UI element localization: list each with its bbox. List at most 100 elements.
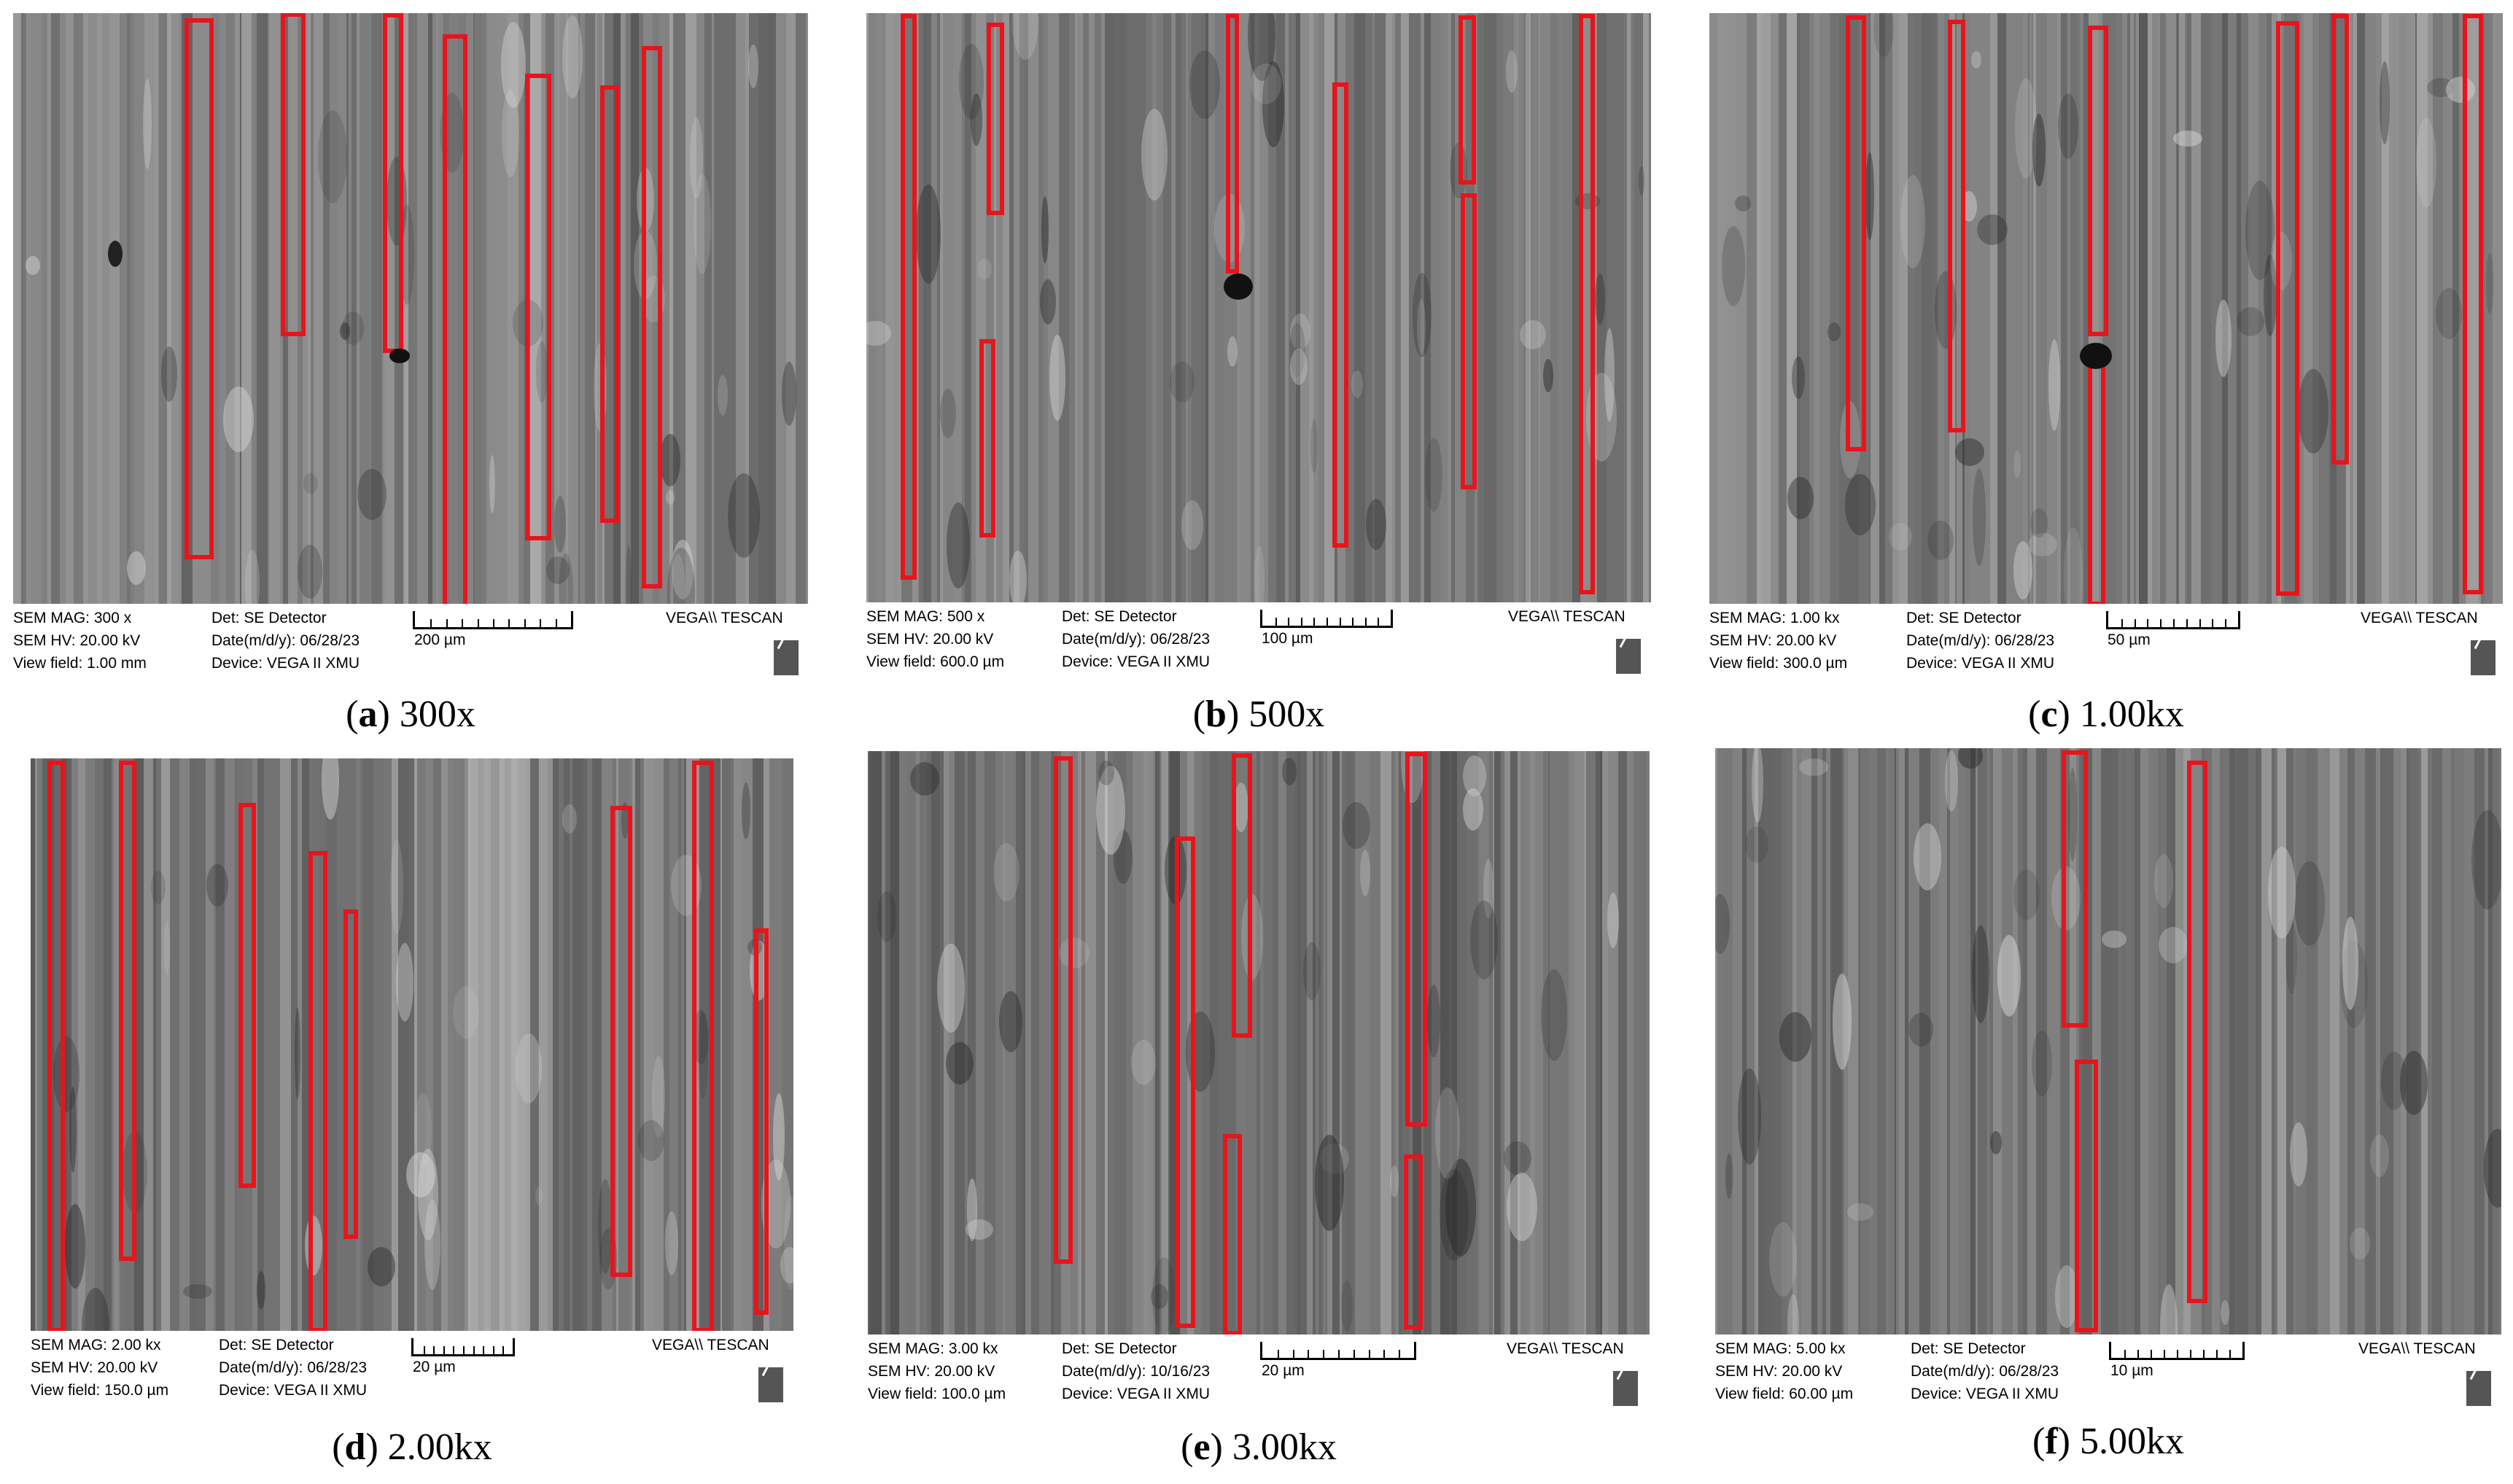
sem-hv: SEM HV: 20.00 kV bbox=[866, 631, 994, 648]
surface-debris bbox=[2381, 1052, 2407, 1110]
surface-streak bbox=[654, 758, 664, 1331]
surface-streak bbox=[1162, 751, 1168, 1335]
surface-debris bbox=[2380, 61, 2390, 144]
surface-streak bbox=[1340, 751, 1342, 1335]
surface-streak bbox=[2452, 13, 2459, 604]
surface-debris bbox=[1604, 328, 1615, 421]
surface-streak bbox=[1289, 13, 1296, 602]
surface-streak bbox=[2433, 13, 2443, 604]
scale-tick bbox=[477, 619, 479, 627]
surface-streak bbox=[2030, 13, 2032, 604]
surface-debris bbox=[694, 174, 711, 274]
surface-streak bbox=[1296, 13, 1300, 602]
surface-streak bbox=[931, 751, 940, 1335]
surface-streak bbox=[51, 13, 60, 604]
surface-debris bbox=[1927, 521, 1954, 560]
surface-streak bbox=[1886, 748, 1889, 1335]
surface-streak bbox=[537, 758, 539, 1331]
surface-streak bbox=[1237, 13, 1238, 602]
surface-streak bbox=[417, 13, 428, 604]
surface-debris bbox=[2215, 300, 2232, 377]
surface-streak bbox=[428, 13, 432, 604]
sem-hv: SEM HV: 20.00 kV bbox=[13, 632, 141, 649]
surface-streak bbox=[2033, 13, 2036, 604]
surface-streak bbox=[1832, 748, 1841, 1335]
surface-streak bbox=[1797, 748, 1801, 1335]
surface-debris bbox=[2342, 917, 2358, 1010]
surface-streak bbox=[211, 13, 219, 604]
surface-debris bbox=[784, 1195, 793, 1290]
surface-streak bbox=[1757, 13, 1762, 604]
surface-streak bbox=[1572, 13, 1580, 602]
surface-streak bbox=[171, 13, 179, 604]
surface-streak bbox=[1208, 13, 1215, 602]
surface-streak bbox=[360, 758, 363, 1331]
annotation-box bbox=[1232, 753, 1252, 1038]
surface-debris bbox=[748, 44, 758, 88]
sem-mag: SEM MAG: 3.00 kx bbox=[868, 1340, 998, 1357]
surface-streak bbox=[778, 758, 782, 1331]
surface-streak bbox=[976, 751, 984, 1335]
surface-streak bbox=[1896, 748, 1899, 1335]
surface-debris bbox=[2221, 1300, 2229, 1325]
surface-streak bbox=[466, 13, 473, 604]
surface-streak bbox=[60, 13, 66, 604]
surface-streak bbox=[1717, 13, 1725, 604]
panel-caption-d: (d) 2.00kx bbox=[332, 1426, 492, 1468]
surface-streak bbox=[1101, 13, 1105, 602]
surface-streak bbox=[2185, 13, 2186, 604]
scale-tick bbox=[1364, 618, 1367, 626]
surface-streak bbox=[2047, 748, 2053, 1335]
surface-streak bbox=[897, 13, 901, 602]
scale-tick bbox=[430, 619, 432, 627]
surface-streak bbox=[2380, 748, 2385, 1335]
surface-debris bbox=[1504, 1141, 1531, 1175]
surface-streak bbox=[1038, 13, 1044, 602]
surface-streak bbox=[686, 758, 692, 1331]
surface-debris bbox=[2270, 232, 2292, 290]
surface-streak bbox=[243, 758, 252, 1331]
surface-streak bbox=[731, 758, 734, 1331]
surface-streak bbox=[216, 758, 225, 1331]
surface-streak bbox=[88, 13, 97, 604]
surface-streak bbox=[1354, 13, 1365, 602]
annotation-box bbox=[1579, 14, 1595, 594]
surface-streak bbox=[2272, 748, 2275, 1335]
sem-texture-a bbox=[13, 13, 808, 604]
annotation-box bbox=[525, 74, 551, 540]
surface-debris bbox=[1343, 802, 1370, 849]
surface-streak bbox=[1399, 751, 1402, 1335]
surface-streak bbox=[1627, 751, 1634, 1335]
surface-streak bbox=[1424, 13, 1431, 602]
surface-streak bbox=[1192, 13, 1195, 602]
surface-streak bbox=[257, 758, 264, 1331]
surface-debris bbox=[2013, 451, 2021, 478]
surface-debris bbox=[1413, 273, 1432, 357]
surface-streak bbox=[920, 751, 927, 1335]
surface-debris bbox=[223, 386, 254, 452]
surface-streak bbox=[1779, 13, 1787, 604]
surface-streak bbox=[883, 13, 885, 602]
scale-tick bbox=[2124, 1350, 2126, 1358]
surface-streak bbox=[572, 13, 578, 604]
surface-debris bbox=[1131, 1040, 1156, 1085]
surface-streak bbox=[868, 751, 869, 1335]
surface-streak bbox=[1747, 13, 1757, 604]
surface-streak bbox=[2164, 13, 2166, 604]
surface-debris bbox=[1738, 1068, 1761, 1165]
surface-streak bbox=[2014, 13, 2023, 604]
surface-streak bbox=[2070, 13, 2078, 604]
surface-streak bbox=[1895, 748, 1896, 1335]
surface-streak bbox=[1313, 751, 1316, 1335]
surface-streak bbox=[1908, 13, 1915, 604]
surface-debris bbox=[1254, 545, 1265, 602]
surface-debris bbox=[1725, 1154, 1733, 1199]
surface-debris bbox=[2245, 181, 2275, 280]
surface-streak bbox=[931, 13, 937, 602]
scale-tick bbox=[1338, 1350, 1340, 1358]
surface-debris bbox=[2030, 508, 2048, 537]
surface-debris bbox=[946, 1042, 974, 1084]
surface-streak bbox=[1764, 748, 1774, 1335]
surface-streak bbox=[2078, 13, 2080, 604]
surface-streak bbox=[1574, 751, 1584, 1335]
